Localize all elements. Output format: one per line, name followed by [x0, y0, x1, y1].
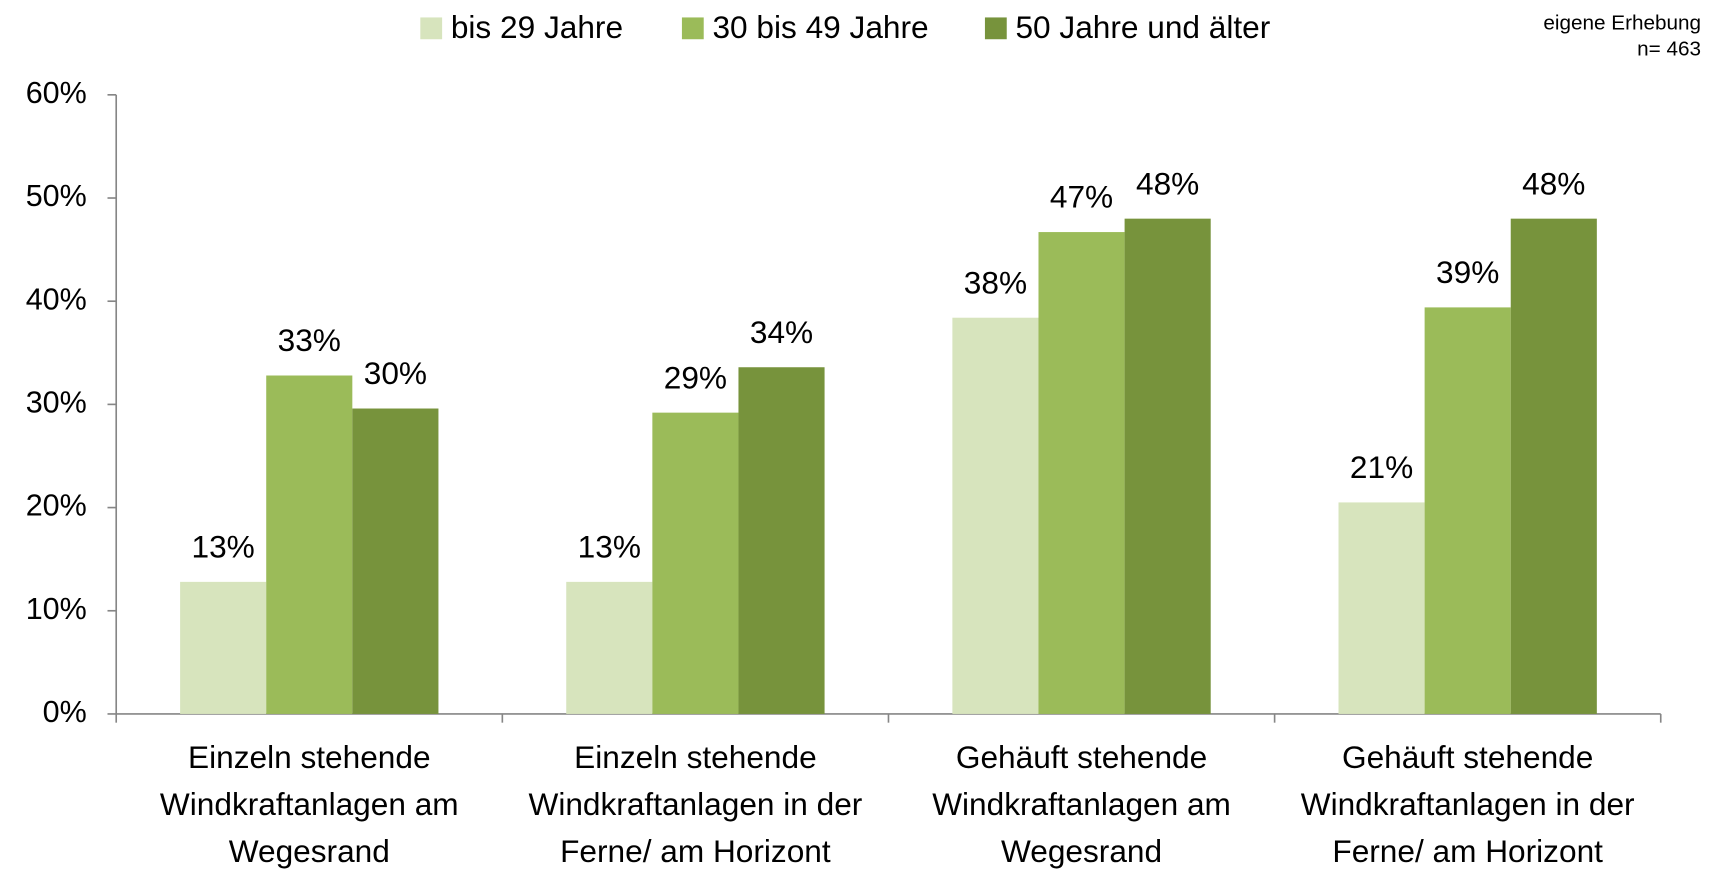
- x-tick-label: Windkraftanlagen am: [160, 786, 459, 822]
- bar: [352, 408, 439, 714]
- note: eigene Erhebung: [1543, 11, 1701, 34]
- y-tick-label: 0%: [43, 695, 87, 729]
- value-label: 29%: [664, 359, 727, 395]
- x-tick-label: Einzeln stehende: [574, 739, 817, 775]
- x-tick-label: Gehäuft stehende: [956, 739, 1207, 775]
- bar: [566, 581, 653, 714]
- legend-swatch: [984, 17, 1007, 40]
- bar: [1124, 218, 1211, 714]
- value-label: 13%: [578, 529, 641, 565]
- value-label: 38%: [964, 264, 1027, 300]
- x-tick-label: Einzeln stehende: [188, 739, 431, 775]
- bar: [1338, 502, 1425, 714]
- legend-swatch: [681, 17, 704, 40]
- legend-label: bis 29 Jahre: [451, 9, 623, 45]
- x-tick-label: Ferne/ am Horizont: [1332, 833, 1603, 869]
- bar: [180, 581, 267, 714]
- value-label: 21%: [1350, 449, 1413, 485]
- value-label: 13%: [192, 529, 255, 565]
- y-tick-label: 10%: [26, 592, 87, 626]
- value-label: 48%: [1136, 165, 1199, 201]
- value-label: 30%: [364, 355, 427, 391]
- y-tick-label: 30%: [26, 385, 87, 419]
- y-tick-label: 60%: [26, 76, 87, 110]
- x-tick-label: Windkraftanlagen in der: [1301, 786, 1635, 822]
- legend-label: 50 Jahre und älter: [1015, 9, 1270, 45]
- bar: [652, 412, 739, 714]
- value-label: 47%: [1050, 179, 1113, 215]
- x-tick-label: Windkraftanlagen in der: [528, 786, 862, 822]
- bar: [266, 375, 353, 714]
- x-tick-label: Wegesrand: [1001, 833, 1162, 869]
- bar: [1038, 232, 1125, 714]
- y-tick-label: 40%: [26, 282, 87, 316]
- legend-label: 30 bis 49 Jahre: [712, 9, 928, 45]
- bar: [952, 317, 1039, 714]
- x-tick-label: Gehäuft stehende: [1342, 739, 1593, 775]
- x-tick-label: Ferne/ am Horizont: [560, 833, 831, 869]
- legend-swatch: [420, 17, 443, 40]
- x-tick-label: Wegesrand: [229, 833, 390, 869]
- bar: [1510, 218, 1597, 714]
- note: n= 463: [1637, 38, 1701, 61]
- bar: [1424, 307, 1511, 714]
- value-label: 33%: [278, 322, 341, 358]
- value-label: 34%: [750, 314, 813, 350]
- value-label: 39%: [1436, 254, 1499, 290]
- x-tick-label: Windkraftanlagen am: [932, 786, 1231, 822]
- bar: [738, 367, 825, 714]
- y-tick-label: 50%: [26, 179, 87, 213]
- value-label: 48%: [1522, 165, 1585, 201]
- y-tick-label: 20%: [26, 489, 87, 523]
